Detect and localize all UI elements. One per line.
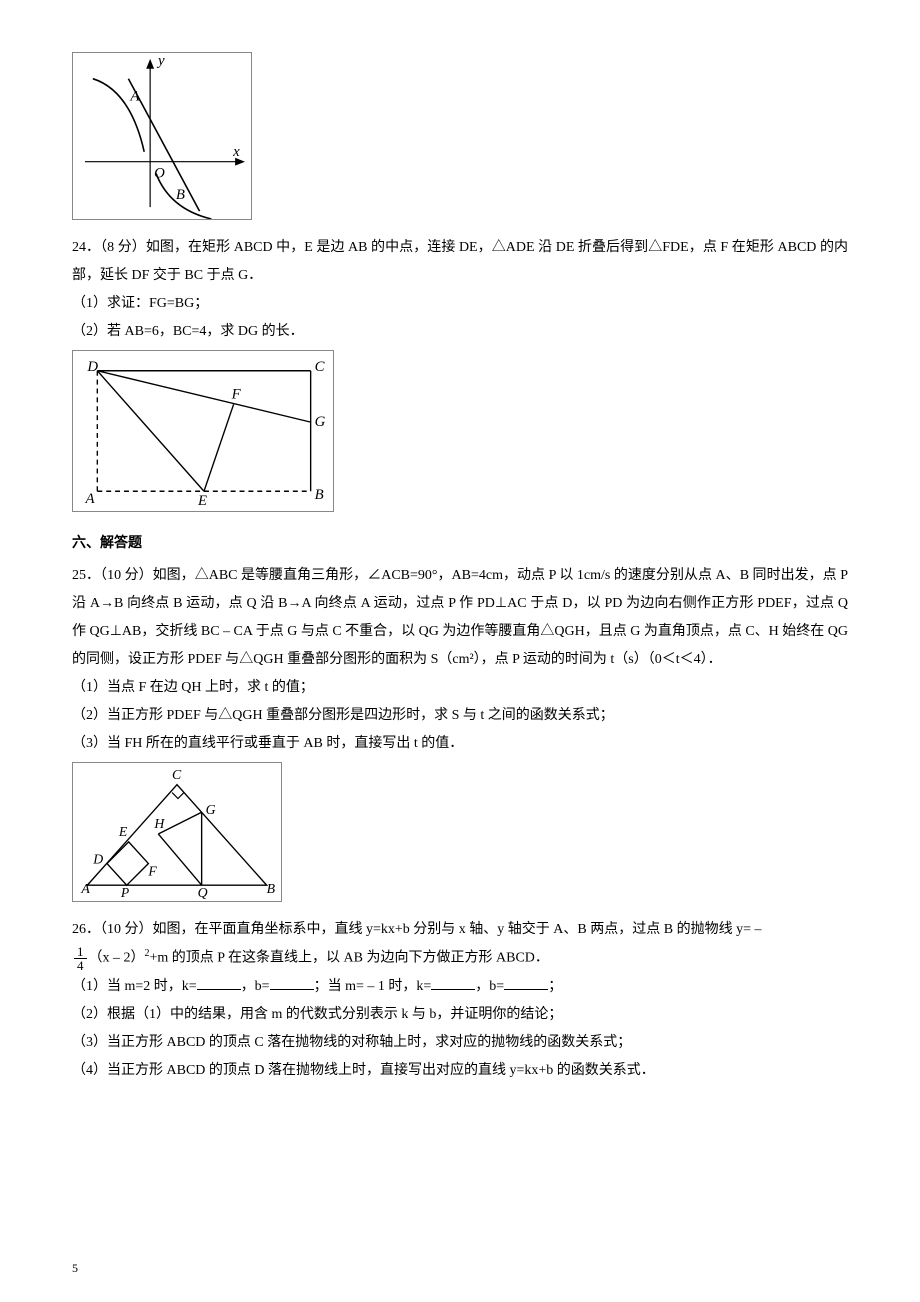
q26-blank-b2 (504, 976, 548, 990)
fig-23-graph: A B y x O (72, 52, 252, 220)
q26-part4: （4）当正方形 ABCD 的顶点 D 落在抛物线上时，直接写出对应的直线 y=k… (72, 1057, 848, 1085)
q26-stem: 26．（10 分）如图，在平面直角坐标系中，直线 y=kx+b 分别与 x 轴、… (72, 916, 848, 944)
q26-p1-c: ；当 m= – 1 时，k= (314, 979, 432, 994)
q26-part2: （2）根据（1）中的结果，用含 m 的代数式分别表示 k 与 b，并证明你的结论… (72, 1001, 848, 1029)
q26-stem-a: 26．（10 分）如图，在平面直角坐标系中，直线 y=kx+b 分别与 x 轴、… (72, 922, 761, 937)
fig25-G: G (206, 802, 216, 817)
q24-part2: （2）若 AB=6，BC=4，求 DG 的长． (72, 318, 848, 346)
q25-part3: （3）当 FH 所在的直线平行或垂直于 AB 时，直接写出 t 的值． (72, 730, 848, 758)
fig23-label-x: x (232, 144, 240, 160)
q25-part2: （2）当正方形 PDEF 与△QGH 重叠部分图形是四边形时，求 S 与 t 之… (72, 702, 848, 730)
q24-part1: （1）求证：FG=BG； (72, 290, 848, 318)
fig25-A: A (80, 881, 90, 896)
q26-blank-k1 (197, 976, 241, 990)
q26-part3: （3）当正方形 ABCD 的顶点 C 落在抛物线的对称轴上时，求对应的抛物线的函… (72, 1029, 848, 1057)
fig23-label-y: y (156, 53, 165, 69)
fig24-E: E (197, 493, 207, 509)
fig25-H: H (153, 816, 165, 831)
fig25-Q: Q (198, 885, 208, 900)
page-number: 5 (72, 1261, 78, 1276)
q26-frac-num: 1 (74, 945, 87, 959)
q26-stem-c: +m 的顶点 P 在这条直线上，以 AB 为边向下方做正方形 ABCD． (150, 951, 549, 966)
fig25-C: C (172, 767, 182, 782)
fig25-F: F (147, 863, 157, 878)
fig24-F: F (231, 386, 242, 402)
q26-stem-line2: 1 4 （x – 2）2+m 的顶点 P 在这条直线上，以 AB 为边向下方做正… (72, 944, 848, 973)
q26-p1-e: ； (548, 979, 562, 994)
fig25-P: P (120, 885, 130, 900)
q26-p1-d: ，b= (475, 979, 504, 994)
q26-fraction: 1 4 (74, 945, 87, 972)
q26-p1-b: ，b= (241, 979, 270, 994)
fig24-A: A (84, 491, 95, 507)
fig24-G: G (315, 414, 326, 430)
fig25-E: E (118, 824, 128, 839)
q25-stem: 25．（10 分）如图，△ABC 是等腰直角三角形，∠ACB=90°，AB=4c… (72, 562, 848, 674)
fig23-label-B: B (176, 187, 185, 203)
fig24-D: D (86, 359, 98, 375)
q24-stem: 24．（8 分）如图，在矩形 ABCD 中，E 是边 AB 的中点，连接 DE，… (72, 234, 848, 290)
fig25-D: D (92, 852, 103, 867)
q25-part1: （1）当点 F 在边 QH 上时，求 t 的值； (72, 674, 848, 702)
fig23-label-A: A (129, 88, 140, 104)
q26-part1: （1）当 m=2 时，k= ，b= ；当 m= – 1 时，k= ，b= ； (72, 973, 848, 1001)
q26-stem-b: （x – 2） (89, 951, 145, 966)
fig24-C: C (315, 359, 325, 375)
fig-24-rectangle: D C G B A E F (72, 350, 334, 512)
q26-p1-a: （1）当 m=2 时，k= (72, 979, 197, 994)
fig-25-triangle: A B C P Q D E F G H (72, 762, 282, 902)
fig24-B: B (315, 487, 324, 503)
q26-frac-den: 4 (74, 959, 87, 972)
q26-blank-k2 (431, 976, 475, 990)
fig25-B: B (267, 881, 276, 896)
fig23-label-O: O (154, 166, 165, 182)
q26-blank-b1 (270, 976, 314, 990)
section-6-title: 六、解答题 (72, 530, 848, 558)
